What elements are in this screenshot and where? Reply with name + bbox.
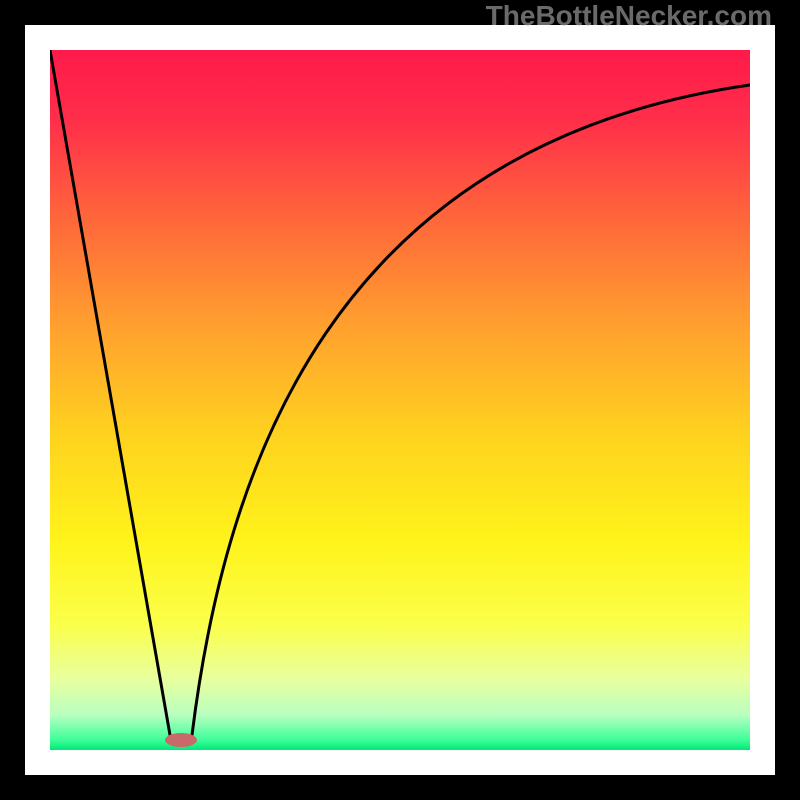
plot-svg [50,50,750,750]
optimal-marker [165,733,197,747]
watermark-label: TheBottleNecker.com [486,0,772,32]
plot-area [50,50,750,750]
bottleneck-chart: TheBottleNecker.com [0,0,800,800]
curve-left-branch [50,50,170,735]
curve-right-branch [192,85,750,735]
